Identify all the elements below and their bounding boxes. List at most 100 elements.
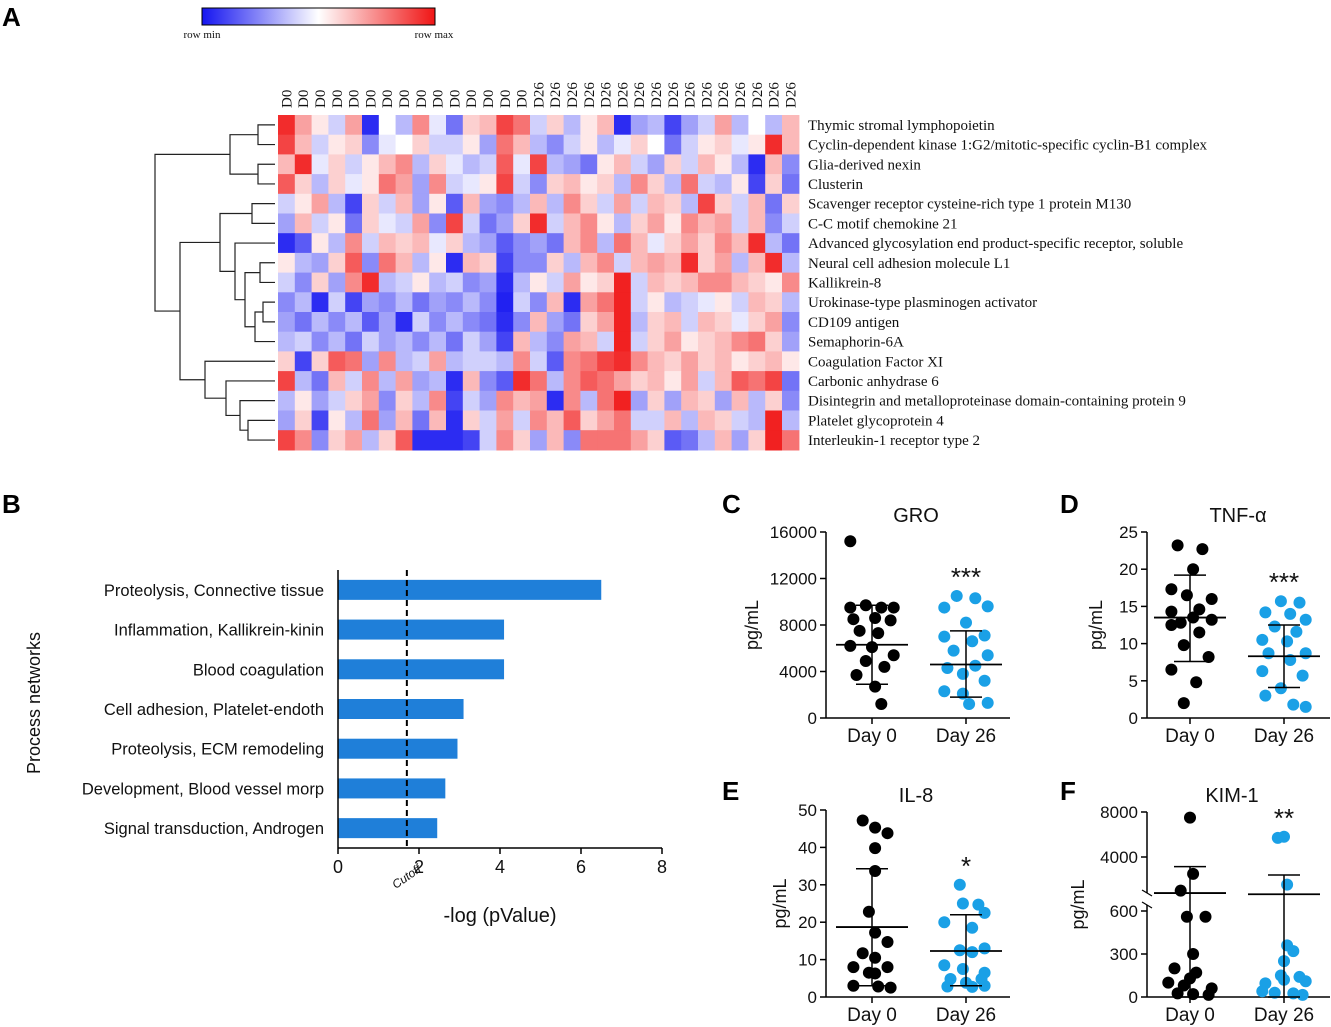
data-point — [1299, 647, 1312, 660]
heatmap-cell — [714, 371, 733, 392]
heatmap-cell — [731, 252, 749, 274]
heatmap-cell — [664, 371, 682, 392]
heatmap-cell — [446, 213, 464, 234]
heatmap-cell — [731, 292, 749, 313]
heatmap-cell — [362, 115, 380, 136]
data-point — [1193, 603, 1206, 616]
heatmap-cell — [429, 154, 447, 175]
gro-dot-plot: 0 4000 8000 12000 16000 Day 0 Day 26 GRO pg/mL **… — [742, 505, 1010, 747]
heatmap-cell — [698, 312, 716, 333]
heatmap-cell — [345, 390, 363, 412]
heatmap-cell — [378, 233, 397, 254]
heatmap-cell — [748, 272, 766, 293]
heatmap-cell — [294, 213, 313, 234]
heatmap-cell — [748, 213, 766, 234]
heatmap-cell — [698, 371, 716, 392]
heatmap-cell — [429, 292, 447, 313]
heatmap-cell — [580, 213, 598, 234]
heatmap-cell — [328, 252, 346, 274]
heatmap-cell — [345, 134, 363, 155]
y-tick-label: 0 — [808, 709, 817, 728]
data-point — [1165, 619, 1178, 631]
heatmap-cell — [630, 252, 649, 274]
heatmap-cell — [412, 390, 430, 412]
heatmap-cell — [294, 115, 313, 136]
heatmap-cell — [412, 351, 430, 372]
data-point — [1187, 948, 1200, 960]
heatmap-column-label: D26 — [615, 82, 631, 108]
heatmap-cell — [563, 351, 581, 372]
heatmap-cell — [378, 134, 397, 155]
y-tick-label: 300 — [1110, 945, 1138, 964]
heatmap-cell — [496, 115, 514, 136]
heatmap-cell — [614, 331, 632, 352]
data-point — [981, 696, 994, 709]
heatmap-cell — [530, 430, 548, 451]
heatmap-cell — [345, 312, 363, 333]
heatmap-column-label: D0 — [481, 90, 497, 108]
heatmap-cell — [496, 233, 514, 254]
heatmap-cell — [563, 331, 581, 352]
heatmap-cell — [362, 174, 380, 195]
heatmap-column-label: D0 — [515, 90, 531, 108]
heatmap-cell — [328, 292, 346, 313]
panel-letter-e: E — [722, 776, 739, 806]
data-point — [1296, 988, 1309, 1001]
heatmap-cell — [278, 233, 296, 254]
heatmap-cell — [664, 272, 682, 293]
heatmap-cell — [429, 134, 447, 155]
data-point — [978, 629, 991, 642]
heatmap-column-label: D0 — [447, 90, 463, 108]
heatmap-cell — [530, 410, 548, 431]
y-tick-label: 0 — [808, 988, 817, 1007]
data-point — [938, 685, 951, 698]
heatmap-cell — [412, 312, 430, 333]
heatmap-cell — [614, 292, 632, 313]
heatmap-cell — [714, 351, 733, 372]
heatmap-cell — [294, 174, 313, 195]
heatmap-cell — [429, 410, 447, 431]
data-point — [869, 842, 882, 855]
heatmap-cell — [546, 115, 565, 136]
heatmap-cell — [462, 331, 481, 352]
data-point — [1171, 539, 1184, 552]
heatmap-cell — [765, 430, 783, 451]
heatmap-cell — [580, 115, 598, 136]
heatmap-cell — [546, 292, 565, 313]
heatmap-cell — [597, 272, 615, 293]
heatmap-row-label: Kallikrein-8 — [808, 275, 881, 291]
heatmap-cell — [614, 213, 632, 234]
bar-x-tick-label: 6 — [576, 857, 586, 877]
heatmap-row-label: Urokinase-type plasminogen activator — [808, 295, 1037, 311]
heatmap-cell — [311, 351, 329, 372]
heatmap-cell — [311, 430, 329, 451]
data-point — [1290, 625, 1303, 638]
heatmap-cell — [395, 134, 413, 155]
heatmap-row-label: Thymic stromal lymphopoietin — [808, 118, 995, 134]
heatmap-cell — [311, 312, 329, 333]
heatmap-cell — [328, 115, 346, 136]
heatmap-cell — [546, 410, 565, 431]
heatmap-cell — [714, 213, 733, 234]
heatmap-cell — [580, 252, 598, 274]
y-tick-label: 10 — [1119, 635, 1138, 654]
data-point — [1259, 606, 1272, 619]
heatmap-cell — [429, 213, 447, 234]
heatmap-cell — [496, 213, 514, 234]
heatmap-cell — [513, 312, 531, 333]
heatmap-cell — [698, 351, 716, 372]
heatmap-cell — [278, 390, 296, 412]
heatmap-cell — [681, 134, 699, 155]
heatmap-cell — [362, 233, 380, 254]
data-point — [1180, 910, 1193, 923]
heatmap-cell — [311, 292, 329, 313]
heatmap-cell — [395, 115, 413, 136]
x-category-label: Day 26 — [936, 726, 996, 747]
heatmap-column-label: D0 — [397, 90, 413, 108]
data-point — [872, 627, 885, 640]
heatmap-cell — [496, 312, 514, 333]
y-tick-label: 30 — [798, 876, 817, 895]
heatmap-cell — [496, 331, 514, 352]
heatmap-cell — [630, 233, 649, 254]
heatmap-cell — [614, 233, 632, 254]
